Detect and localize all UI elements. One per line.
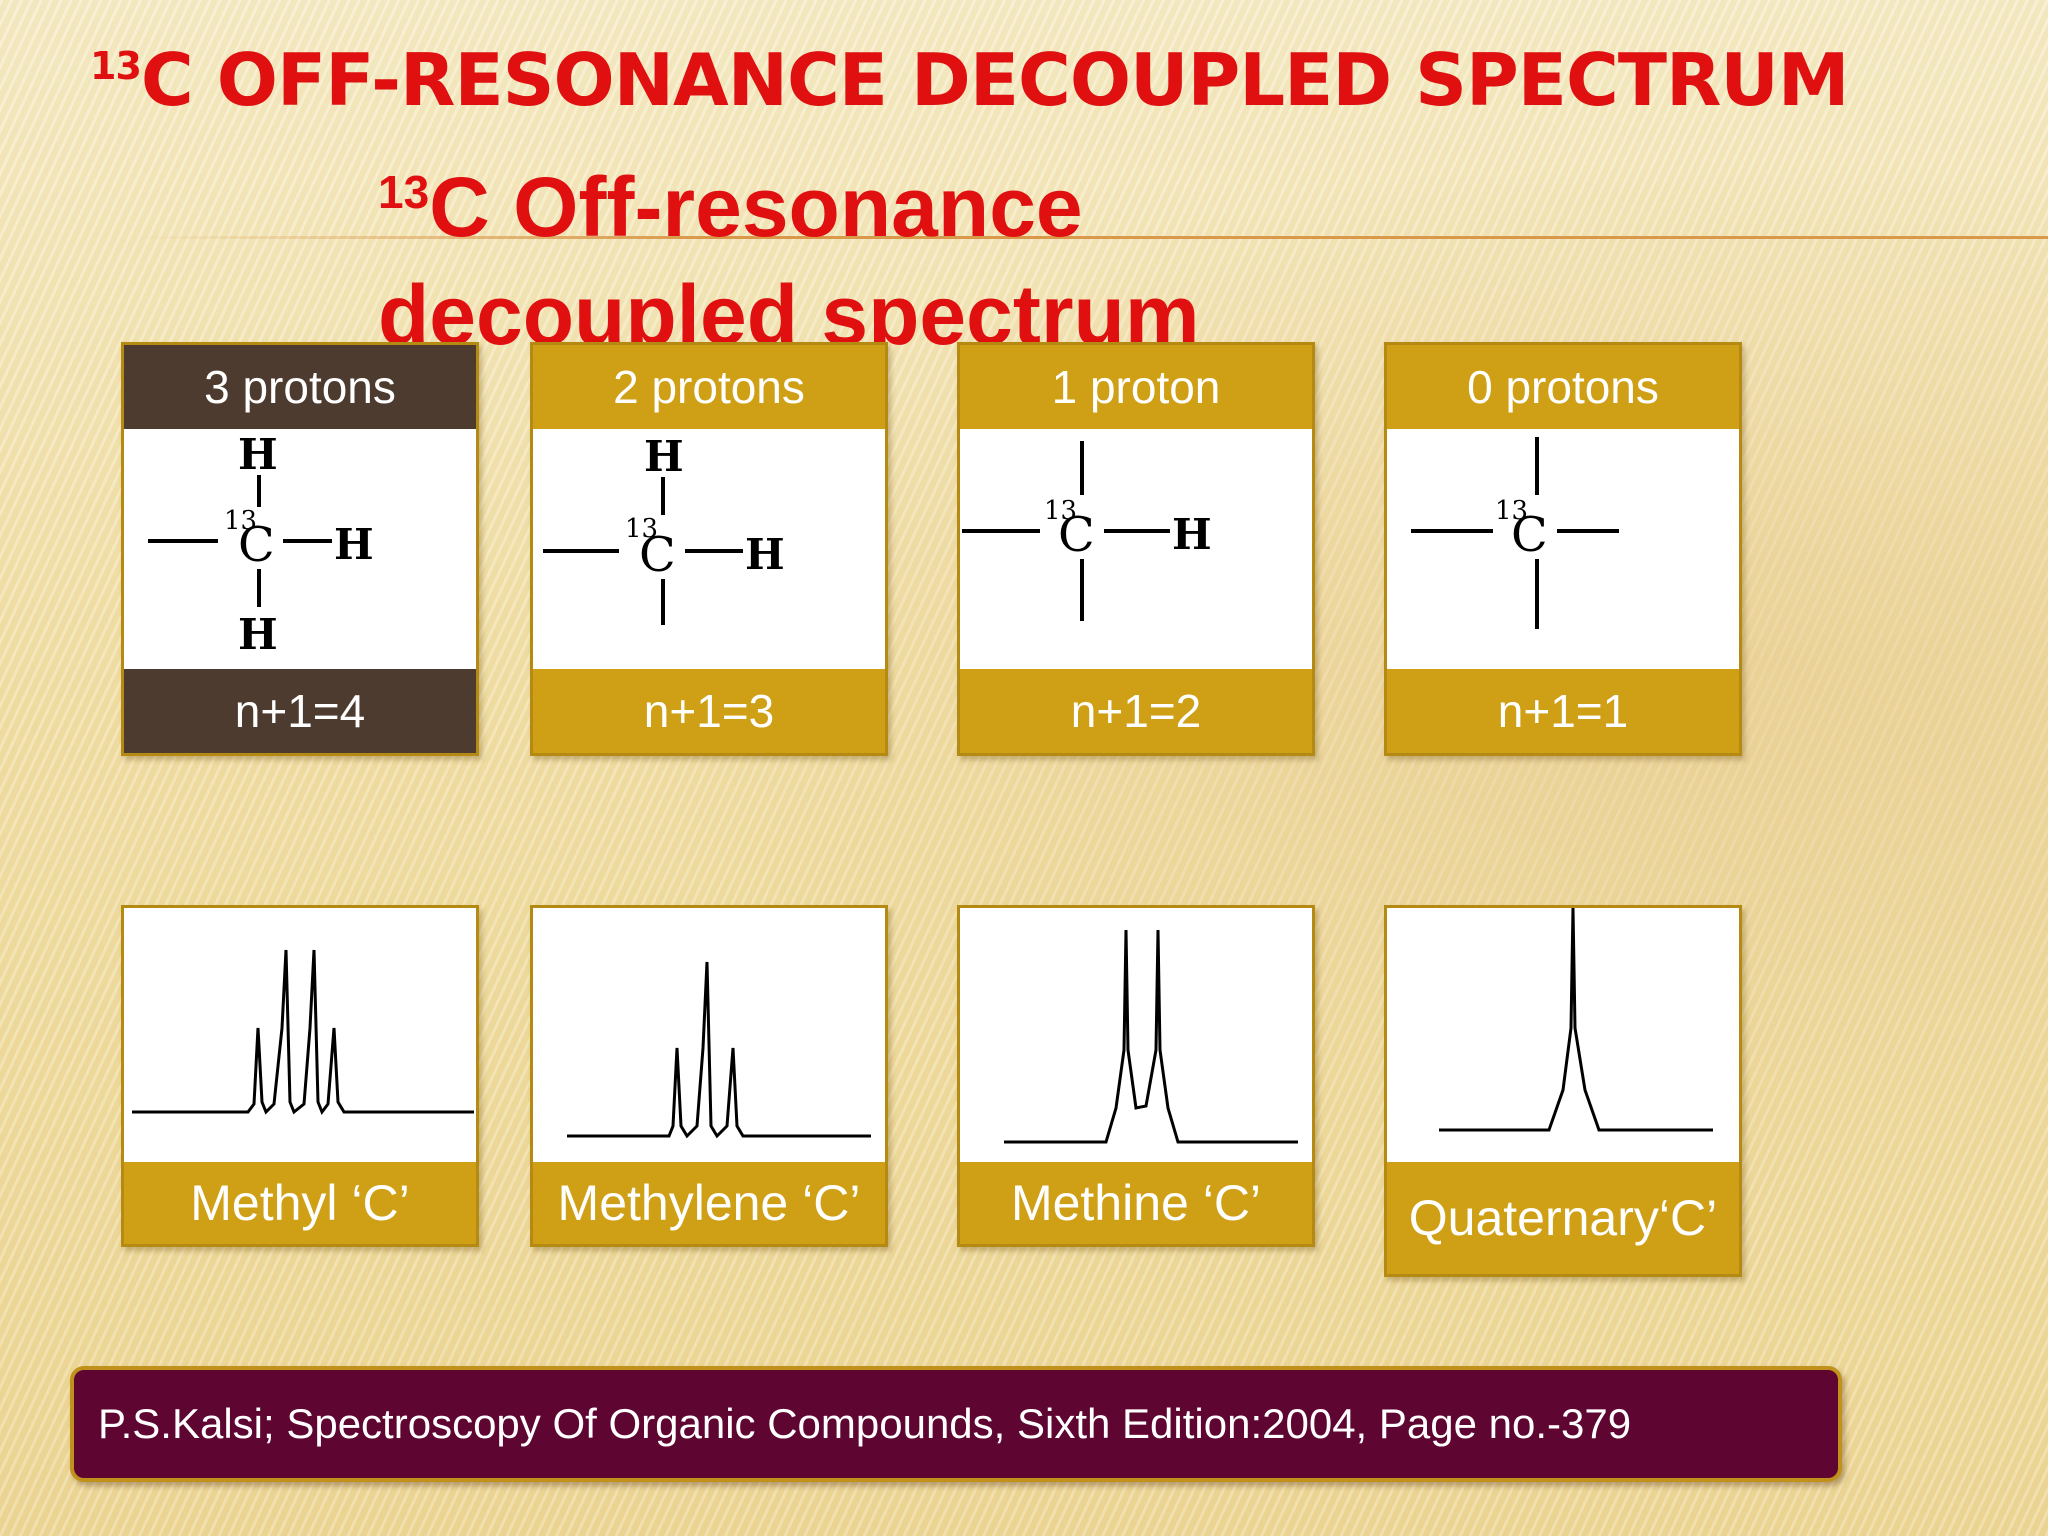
carbon-type-label: Quaternary‘C’ [1387, 1162, 1739, 1274]
proton-count-label: 2 protons [533, 345, 885, 429]
doublet-spectrum [960, 908, 1312, 1162]
carbon-atom: C [639, 527, 676, 583]
methine-structure: 13 C H [960, 429, 1312, 669]
carbon-atom: C [1511, 507, 1548, 563]
carbon-type-label: Methylene ‘C’ [533, 1162, 885, 1244]
carbon-type-label: Methine ‘C’ [960, 1162, 1312, 1244]
triplet-spectrum [533, 908, 885, 1162]
slide-title: 13C OFF-RESONANCE DECOUPLED SPECTRUM [90, 38, 1849, 122]
subtitle-isotope: 13 [378, 166, 430, 218]
title-isotope: 13 [90, 44, 142, 88]
spectrum-trace [567, 961, 871, 1139]
proton-count-label: 3 protons [124, 345, 476, 429]
title-text: C OFF-RESONANCE DECOUPLED SPECTRUM [140, 38, 1850, 122]
spectrum-card-methine: Methine ‘C’ [957, 905, 1315, 1247]
slide-subtitle: 13C Off-resonance decoupled spectrum [378, 138, 1200, 369]
methylene-structure: 13 C H H [533, 429, 885, 669]
quaternary-structure: 13 C [1387, 429, 1739, 669]
singlet-spectrum [1387, 908, 1739, 1162]
structure-card-methyl: 3 protons 13 C H H H n+1=4 [121, 342, 479, 756]
spectrum-card-methyl: Methyl ‘C’ [121, 905, 479, 1247]
hydrogen-atom: H [238, 610, 278, 659]
multiplicity-rule: n+1=4 [124, 669, 476, 753]
multiplicity-rule: n+1=1 [1387, 669, 1739, 753]
hydrogen-atom: H [334, 520, 374, 569]
spectrum-card-methylene: Methylene ‘C’ [530, 905, 888, 1247]
isotope-label: 13 [625, 514, 658, 544]
proton-count-label: 0 protons [1387, 345, 1739, 429]
isotope-label: 13 [1495, 496, 1528, 526]
hydrogen-atom: H [644, 432, 684, 481]
spectrum-card-quaternary: Quaternary‘C’ [1384, 905, 1742, 1277]
spectrum-trace [1439, 908, 1713, 1132]
quartet-spectrum [124, 908, 476, 1162]
multiplicity-rule: n+1=2 [960, 669, 1312, 753]
title-divider [130, 236, 2048, 239]
spectrum-trace [132, 949, 474, 1116]
isotope-label: 13 [224, 506, 257, 536]
hydrogen-atom: H [1172, 510, 1212, 559]
citation-text: P.S.Kalsi; Spectroscopy Of Organic Compo… [98, 1400, 1632, 1447]
isotope-label: 13 [1044, 496, 1077, 526]
structure-card-methylene: 2 protons 13 C H H n+1=3 [530, 342, 888, 756]
citation-box: P.S.Kalsi; Spectroscopy Of Organic Compo… [70, 1366, 1842, 1482]
methyl-structure: 13 C H H H [124, 429, 476, 669]
carbon-type-label: Methyl ‘C’ [124, 1162, 476, 1244]
hydrogen-atom: H [745, 530, 785, 579]
spectrum-trace [1004, 929, 1298, 1144]
multiplicity-rule: n+1=3 [533, 669, 885, 753]
structure-card-quaternary: 0 protons 13 C n+1=1 [1384, 342, 1742, 756]
proton-count-label: 1 proton [960, 345, 1312, 429]
carbon-atom: C [238, 517, 275, 573]
carbon-atom: C [1058, 507, 1095, 563]
structure-card-methine: 1 proton 13 C H n+1=2 [957, 342, 1315, 756]
subtitle-line-1: C Off-resonance [429, 160, 1083, 254]
hydrogen-atom: H [238, 430, 278, 479]
